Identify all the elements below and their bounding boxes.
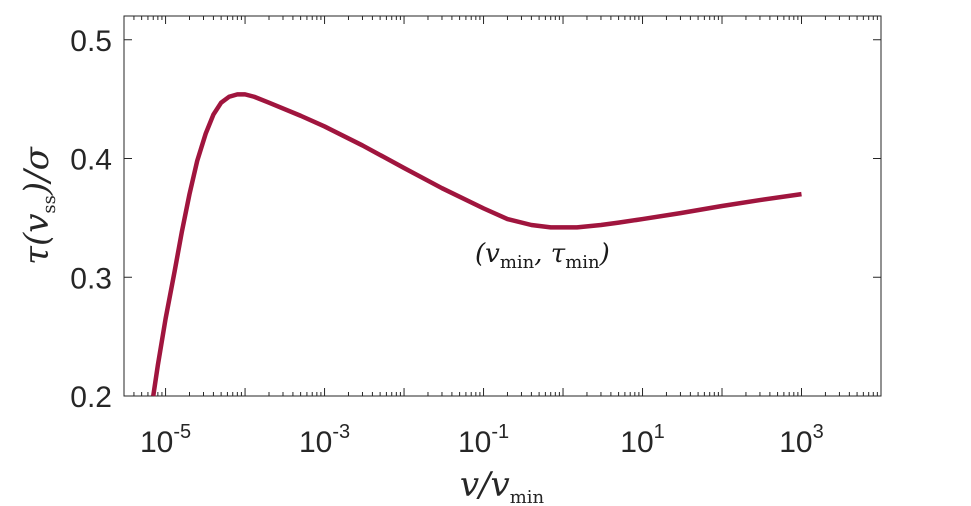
series-layer <box>151 92 802 397</box>
x-tick-label: 10-3 <box>299 421 350 459</box>
y-tick-label: 0.4 <box>70 144 112 177</box>
annotation-pre: (v <box>475 239 500 269</box>
x-tick-exponent: 3 <box>813 421 824 443</box>
annotation-sub2: min <box>565 252 600 273</box>
x-tick-base: 10 <box>779 426 812 459</box>
x-tick-exponent: -3 <box>332 421 350 443</box>
series-line <box>151 92 802 397</box>
annotation-mid: , τ <box>534 239 566 269</box>
x-tick-label: 103 <box>779 421 824 459</box>
x-axis-label-sub: min <box>510 487 545 506</box>
x-tick-label: 10-1 <box>458 421 509 459</box>
x-tick-exponent: -1 <box>491 421 509 443</box>
annotation-post: ) <box>599 239 610 269</box>
x-tick-base: 10 <box>299 426 332 459</box>
plot-area-border <box>123 15 882 397</box>
x-tick-base: 10 <box>140 426 173 459</box>
x-tick-exponent: -5 <box>173 421 191 443</box>
y-tick-label: 0.3 <box>70 262 112 295</box>
x-tick-label: 10-5 <box>140 421 191 459</box>
y-tick-label: 0.5 <box>70 25 112 58</box>
x-tick-label: 101 <box>620 421 665 459</box>
y-axis-label-pre: τ(v <box>17 214 57 265</box>
y-axis-label: τ(vss)/σ <box>17 146 60 265</box>
y-axis-label-sub: ss <box>39 195 60 213</box>
y-axis-label-post: )/σ <box>17 146 57 196</box>
y-tick-label: 0.2 <box>70 381 112 414</box>
plot-area-background <box>124 16 881 396</box>
annotation-minimum: (vmin, τmin) <box>475 239 610 273</box>
x-axis-label: v/vmin <box>460 465 545 506</box>
y-tick-labels: 0.2 0.3 0.4 0.5 <box>70 25 112 414</box>
minor-ticks <box>123 16 878 396</box>
x-tick-base: 10 <box>458 426 491 459</box>
annotation-sub1: min <box>500 252 535 273</box>
x-tick-exponent: 1 <box>654 421 665 443</box>
x-axis-label-main: v/v <box>460 465 510 505</box>
x-tick-base: 10 <box>620 426 653 459</box>
x-tick-labels: 10-5 10-3 10-1 101 103 <box>140 421 824 459</box>
